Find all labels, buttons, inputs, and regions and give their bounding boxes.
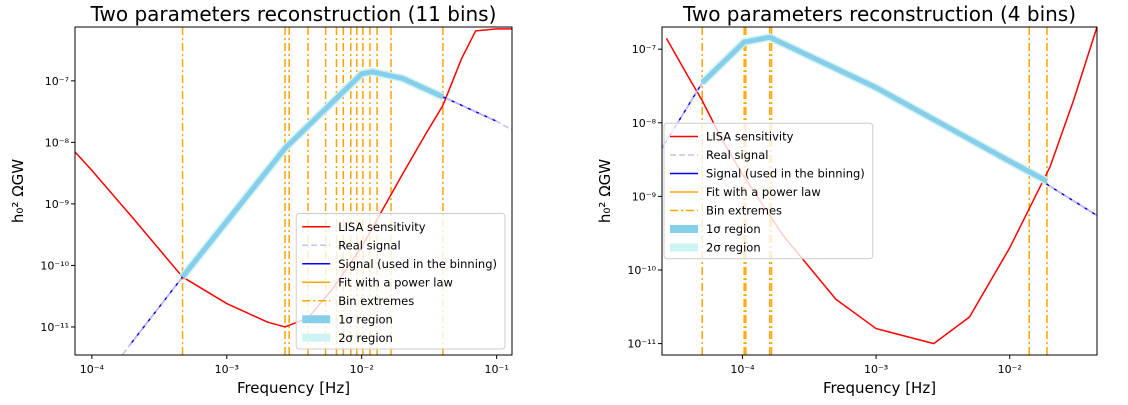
chart-title: Two parameters reconstruction (4 bins) (682, 2, 1076, 26)
band (700, 34, 1049, 184)
x-tick-label: 10⁻² (350, 363, 374, 376)
legend-label: Bin extremes (706, 204, 782, 218)
legend-label: Signal (used in the binning) (338, 257, 497, 271)
legend: LISA sensitivity Real signal Signal (used … (663, 122, 874, 260)
subplot: Two parameters reconstruction (11 bins) F… (9, 2, 513, 397)
legend-label: 1σ region (338, 312, 393, 326)
legend-swatch (670, 243, 698, 252)
legend-swatch (302, 315, 331, 324)
legend-label: 1σ region (706, 222, 761, 236)
y-tick-label: 10⁻¹¹ (627, 338, 656, 351)
legend-label: Signal (used in the binning) (706, 167, 865, 181)
axes-frame (661, 26, 1098, 356)
y-tick-label: 10⁻¹⁰ (627, 264, 656, 277)
y-tick-label: 10⁻⁸ (45, 136, 70, 149)
x-axis-label: Frequency [Hz] (237, 379, 350, 397)
axes-frame (74, 26, 513, 356)
x-tick-label: 10⁻¹ (485, 363, 509, 376)
x-tick-label: 10⁻² (998, 363, 1022, 376)
legend-label: Fit with a power law (706, 185, 821, 199)
y-tick-label: 10⁻⁹ (632, 190, 656, 203)
legend-box (295, 213, 506, 350)
x-tick-label: 10⁻⁴ (730, 363, 755, 376)
legend-label: LISA sensitivity (706, 130, 794, 144)
legend-label: Real signal (338, 238, 400, 252)
y-tick-label: 10⁻⁹ (45, 198, 69, 211)
legend-label: 2σ region (338, 331, 393, 345)
x-tick-label: 10⁻³ (215, 363, 239, 376)
y-tick-label: 10⁻⁸ (632, 117, 657, 130)
legend-box (663, 122, 874, 260)
band (180, 69, 444, 279)
y-tick-label: 10⁻⁷ (632, 43, 656, 56)
legend-label: Bin extremes (338, 294, 414, 308)
y-axis-label: h₀² ΩGW (596, 159, 614, 223)
y-axis-label: h₀² ΩGW (9, 159, 27, 223)
legend: LISA sensitivity Real signal Signal (used … (295, 213, 506, 350)
y-tick-label: 10⁻⁷ (45, 75, 69, 88)
legend-swatch (302, 333, 331, 342)
y-tick-label: 10⁻¹¹ (40, 321, 69, 334)
y-tick-label: 10⁻¹⁰ (40, 259, 69, 272)
legend-swatch (670, 225, 698, 233)
x-tick-label: 10⁻⁴ (80, 363, 105, 376)
x-axis-label: Frequency [Hz] (823, 379, 936, 397)
x-tick-label: 10⁻³ (864, 363, 888, 376)
subplot: Two parameters reconstruction (4 bins) Fr… (596, 2, 1098, 397)
legend-label: Fit with a power law (338, 275, 453, 289)
legend-label: 2σ region (706, 241, 761, 255)
legend-label: LISA sensitivity (338, 220, 426, 234)
legend-label: Real signal (706, 148, 768, 162)
chart-title: Two parameters reconstruction (11 bins) (90, 2, 497, 26)
